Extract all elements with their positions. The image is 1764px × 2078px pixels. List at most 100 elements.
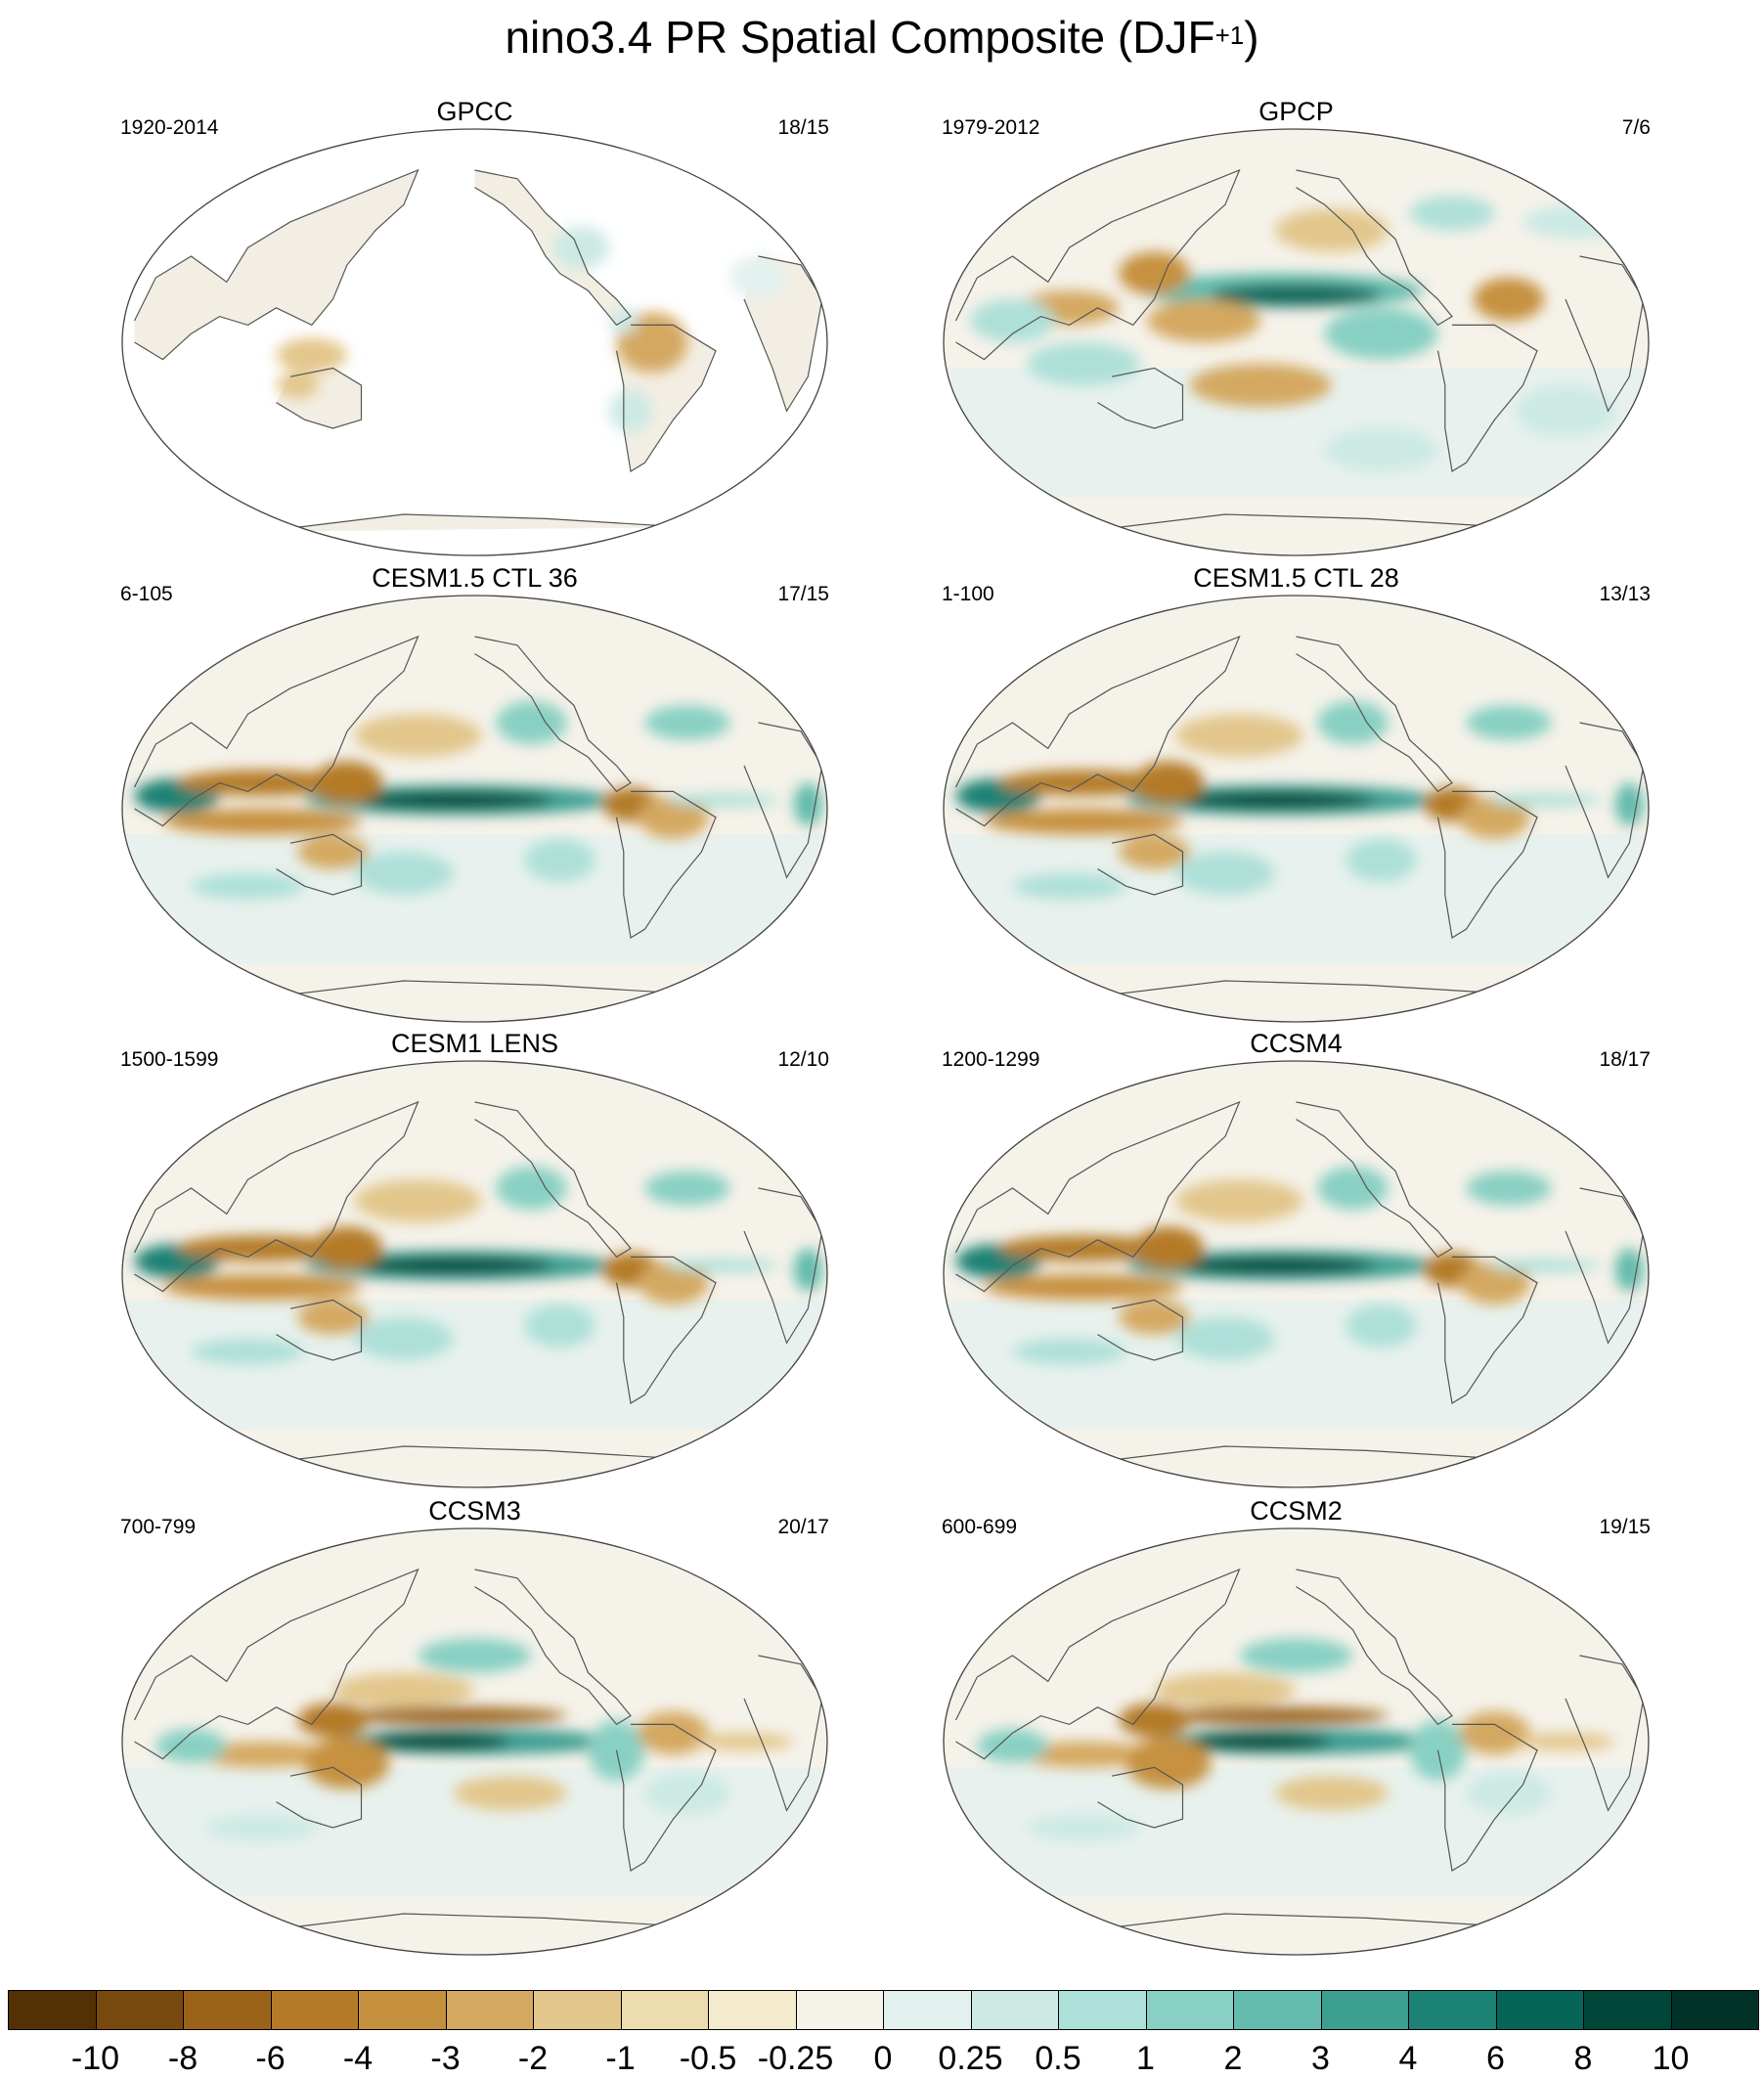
coastline [743,1187,823,1345]
anomaly-blob [205,1814,319,1841]
anomaly-blob [1459,1260,1530,1304]
map-field [944,1061,1649,1487]
anomaly-blob [1132,761,1205,805]
colorbar-swatch [620,1990,709,2030]
anomaly-blob [368,1733,510,1750]
coastline [1565,1655,1645,1812]
map-frame [943,1527,1650,1956]
anomaly-blob [1027,342,1140,385]
colorbar [8,1990,1759,2032]
anomaly-blob [1522,204,1637,240]
anomaly-blob [977,1728,1048,1763]
anomaly-blob [644,1171,730,1206]
anomaly-blob [644,1771,730,1815]
anomaly-blob [332,1672,475,1707]
anomaly-blob [1175,714,1303,758]
panel-title: CCSM4 [1250,1029,1343,1058]
anomaly-blob [418,1638,532,1673]
land-fill [262,514,687,532]
colorbar-swatch [708,1990,797,2030]
map-frame [121,128,828,556]
map-field [944,596,1649,1022]
map-band [944,834,1649,964]
colorbar-swatch [795,1990,884,2030]
map-frame [943,595,1650,1023]
colorbar-swatch [95,1990,184,2030]
coastline [474,1101,632,1259]
panel-event-count: 7/6 [1621,116,1651,139]
map-panel: CESM1 LENS 1500-1599 12/10 [120,1028,829,1492]
anomaly-blob [1516,1733,1615,1750]
coastline [615,324,717,472]
map-panel: GPCC 1920-2014 18/15 [120,96,829,560]
map-panel: CCSM3 700-799 20/17 [120,1495,829,1960]
anomaly-blob [1409,1720,1467,1781]
anomaly-blob [1466,1171,1552,1206]
anomaly-blob [1466,1771,1552,1815]
anomaly-blob [1324,428,1438,471]
anomaly-blob [276,372,319,399]
anomaly-blob [1189,364,1332,407]
colorbar-tick-label: -3 [430,2040,461,2077]
anomaly-blob [1459,1711,1530,1755]
colorbar-swatch [1320,1990,1409,2030]
figure-title: nino3.4 PR Spatial Composite (DJF+1) [0,6,1764,68]
coastline [1296,636,1453,793]
map-panel: CCSM2 600-699 19/15 [942,1495,1651,1960]
anomaly-blob [1132,1226,1205,1270]
anomaly-blob [984,809,1183,835]
anomaly-blob [1027,1814,1140,1841]
coastline [276,367,363,429]
colorbar-swatch [1145,1990,1234,2030]
coastline [1296,169,1453,327]
panel-event-count: 20/17 [777,1516,829,1538]
colorbar-tick-label: 10 [1652,2040,1690,2077]
colorbar-tick-label: 1 [1136,2040,1155,2077]
anomaly-blob [984,1274,1183,1301]
anomaly-blob [1119,1702,1190,1738]
anomaly-blob [1317,701,1389,744]
anomaly-blob [1466,705,1552,740]
coastline [133,168,419,361]
anomaly-blob [644,705,730,740]
colorbar-tick-label: 0.25 [938,2040,1003,2077]
anomaly-blob [1473,278,1545,321]
colorbar-tick-label: -6 [255,2040,286,2077]
anomaly-blob [1154,1672,1297,1707]
anomaly-blob [1119,251,1190,295]
coastline [133,1100,419,1293]
map-background [122,129,827,555]
panel-title: CESM1.5 CTL 28 [1193,563,1399,593]
colorbar-swatch [883,1990,972,2030]
anomaly-blob [1459,795,1530,839]
panel-years: 700-799 [120,1516,197,1538]
coastline [1082,513,1510,533]
precip-anomaly [155,1638,794,1841]
panel-event-count: 13/13 [1599,583,1651,605]
map-frame [943,1060,1650,1488]
colorbar-swatch [1670,1990,1759,2030]
anomaly-blob [1119,1300,1190,1335]
colorbar-swatch [533,1990,622,2030]
anomaly-blob [638,1260,709,1304]
coastline [261,980,688,999]
anomaly-blob [524,1304,595,1348]
anomaly-blob [638,1711,709,1755]
coastline [276,1766,363,1829]
coastline [261,513,688,533]
map-panel: CESM1.5 CTL 28 1-100 13/13 [942,562,1651,1027]
anomaly-blob [1317,1167,1389,1210]
anomaly-blob [1012,1742,1155,1768]
colorbar-tick-label: -8 [167,2040,198,2077]
anomaly-blob [694,1733,794,1750]
panel-event-count: 17/15 [777,583,829,605]
colorbar-tick-label: -1 [605,2040,636,2077]
colorbar-tick-label: 2 [1223,2040,1243,2077]
anomaly-blob [1239,1638,1353,1673]
colorbar-swatch [270,1990,359,2030]
coastline [1436,790,1538,939]
colorbar-tick-label: 4 [1398,2040,1418,2077]
colorbar-swatch [1058,1990,1147,2030]
map-svg [943,128,1650,556]
coastline [474,1569,632,1726]
